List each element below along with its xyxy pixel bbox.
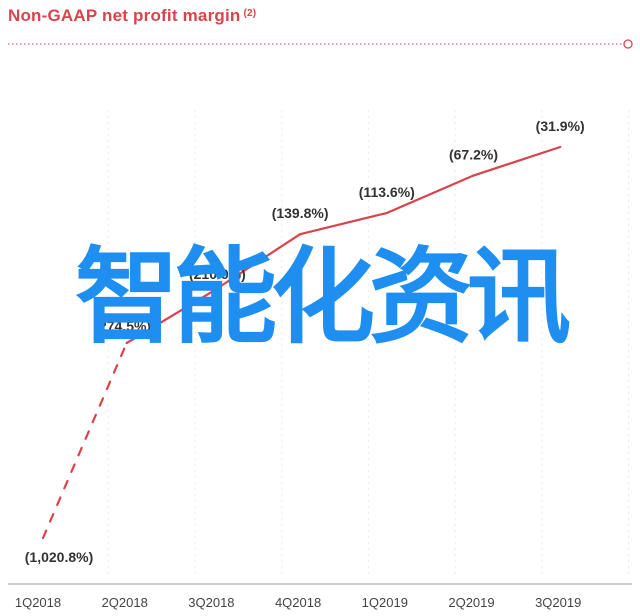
series-segment xyxy=(385,174,475,215)
chart-title-text: Non-GAAP net profit margin xyxy=(8,6,241,25)
x-tick-label: 1Q2018 xyxy=(15,595,61,610)
data-label: (1,020.8%) xyxy=(25,549,93,565)
x-tick-label: 1Q2019 xyxy=(362,595,408,610)
series-segment xyxy=(299,211,388,236)
data-label: (139.8%) xyxy=(272,205,329,221)
data-label: (113.6%) xyxy=(359,184,415,200)
x-tick-label: 3Q2018 xyxy=(188,595,234,610)
title-rule-end-marker xyxy=(623,39,633,49)
x-tick-label: 3Q2019 xyxy=(535,595,581,610)
series-segment xyxy=(41,341,128,540)
chart-title-footnote: (2) xyxy=(243,8,257,19)
series-segment xyxy=(125,289,215,345)
data-label: (67.2%) xyxy=(449,147,498,163)
x-tick-label: 4Q2018 xyxy=(275,595,321,610)
x-tick-label: 2Q2019 xyxy=(448,595,494,610)
chart-title: Non-GAAP net profit margin (2) xyxy=(8,6,256,26)
data-label: (274.5%) xyxy=(94,318,151,334)
data-label: (31.9%) xyxy=(536,118,585,134)
x-tick-label: 2Q2018 xyxy=(102,595,148,610)
series-segment xyxy=(472,145,562,177)
watermark-overlay: 智能化资讯 xyxy=(74,236,571,358)
series-segment xyxy=(212,233,302,292)
data-label: (210.0%) xyxy=(189,266,246,282)
